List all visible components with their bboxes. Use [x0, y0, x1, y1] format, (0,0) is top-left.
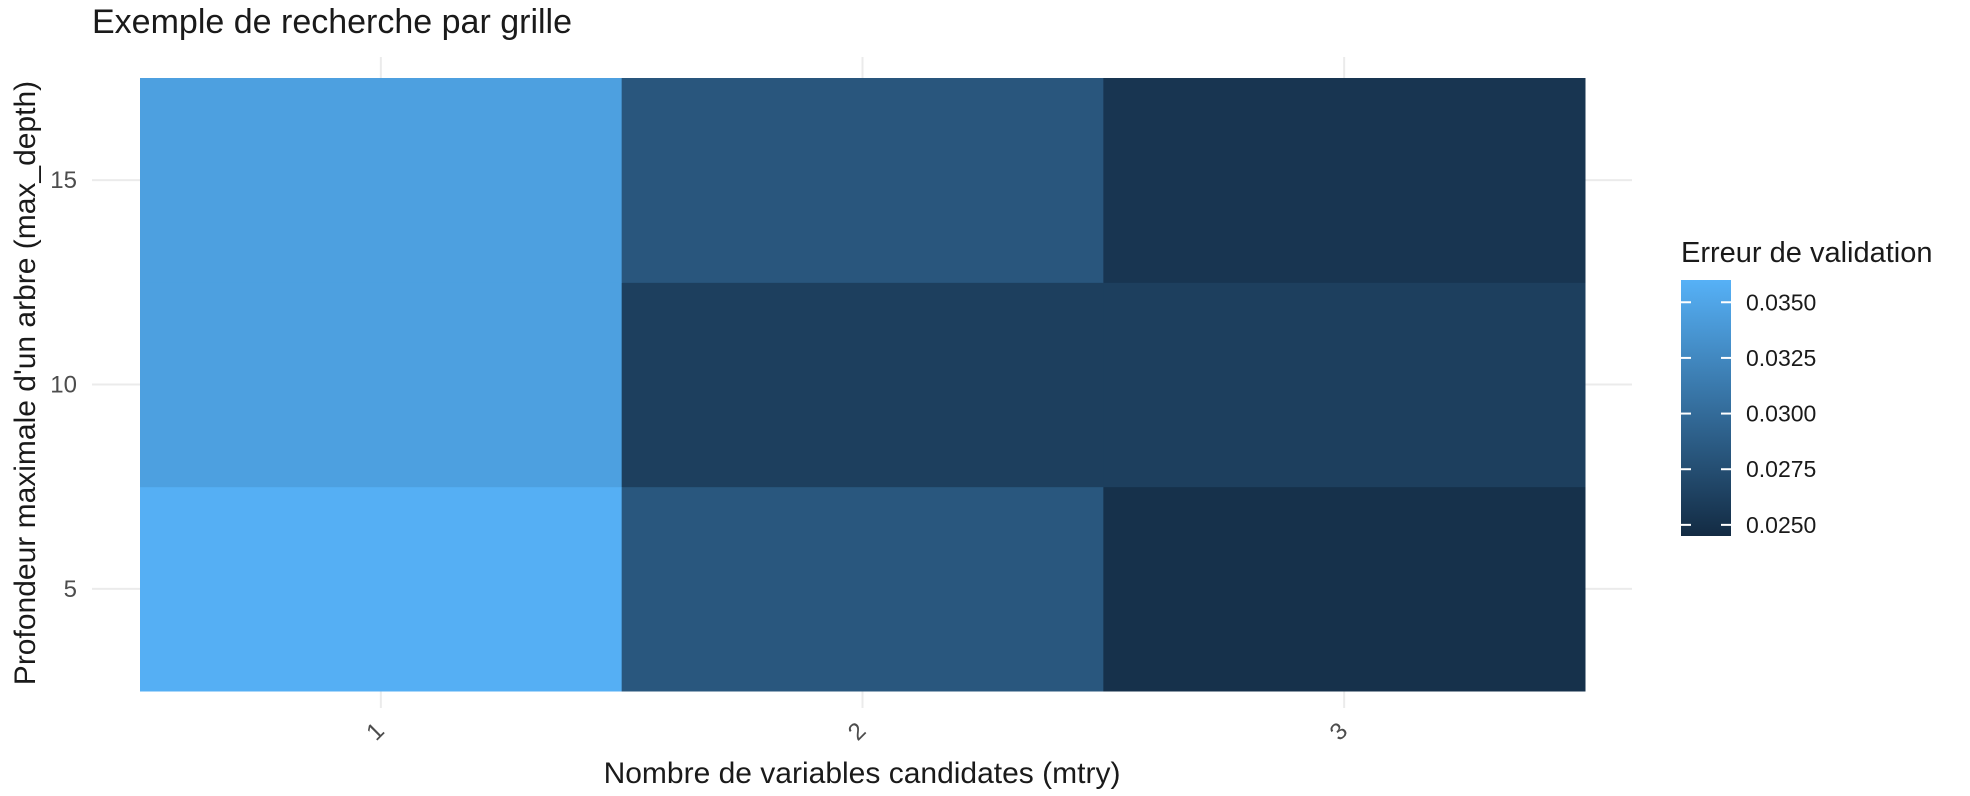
chart-title: Exemple de recherche par grille [92, 3, 572, 41]
y-tick-label-15: 15 [50, 167, 77, 194]
legend-label: 0.0350 [1746, 289, 1816, 315]
heatmap-cell-1-10 [140, 282, 623, 488]
x-tick-labels: 1 2 3 [361, 717, 1353, 746]
heatmap-cell-3-15 [1103, 78, 1586, 283]
heatmap-cell-2-10 [621, 282, 1104, 488]
x-tick-label-3: 3 [1325, 717, 1354, 746]
legend-label: 0.0275 [1746, 456, 1816, 482]
y-tick-label-5: 5 [64, 576, 77, 603]
heatmap-cell-2-15 [621, 78, 1104, 283]
x-axis-title: Nombre de variables candidates (mtry) [604, 757, 1121, 790]
heatmap-cell-1-15 [140, 78, 623, 283]
heatmap-cell-3-10 [1103, 282, 1586, 488]
heatmap-cell-1-5 [140, 486, 623, 692]
legend-ticks: 0.0350 0.0325 0.0300 0.0275 0.0250 [1681, 289, 1816, 538]
y-tick-label-10: 10 [50, 372, 77, 399]
x-tick-label-1: 1 [361, 717, 390, 746]
y-tick-labels: 5 10 15 [50, 167, 77, 603]
legend-colorbar [1681, 280, 1731, 536]
heatmap-cell-3-5 [1103, 486, 1586, 692]
y-axis-title: Profondeur maximale d'un arbre (max_dept… [9, 81, 42, 685]
heatmap-cells [140, 78, 1586, 692]
legend-label: 0.0300 [1746, 401, 1816, 427]
legend-title: Erreur de validation [1681, 237, 1932, 269]
legend-label: 0.0250 [1746, 512, 1816, 538]
legend-label: 0.0325 [1746, 345, 1816, 371]
x-tick-label-2: 2 [843, 717, 872, 746]
heatmap-cell-2-5 [621, 486, 1104, 692]
